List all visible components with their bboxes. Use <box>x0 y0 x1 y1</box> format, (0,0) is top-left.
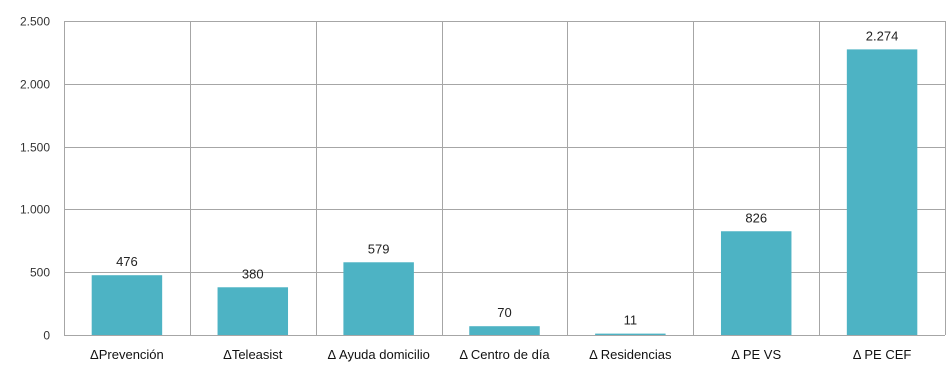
data-label: 70 <box>497 305 511 320</box>
y-tick-label: 1.000 <box>20 203 50 217</box>
labels: 0 500 1.000 1.500 2.000 2.500 476 ΔPrevención 38… <box>20 15 911 363</box>
bars <box>91 49 918 336</box>
bar <box>217 287 289 335</box>
grid <box>64 21 946 336</box>
y-tick-label: 500 <box>30 266 50 280</box>
bar <box>720 231 792 335</box>
bar <box>595 333 666 335</box>
data-label: 2.274 <box>866 28 899 43</box>
y-tick-label: 2.000 <box>20 78 50 92</box>
category-label: Δ Residencias <box>589 347 672 362</box>
category-label: Δ PE VS <box>731 347 781 362</box>
data-label: 380 <box>242 266 264 281</box>
category-label: Δ PE CEF <box>853 347 912 362</box>
y-tick-label: 2.500 <box>20 15 50 29</box>
category-label: ΔTeleasist <box>223 347 283 362</box>
bar <box>343 262 414 335</box>
data-label: 579 <box>368 241 390 256</box>
bar <box>91 275 163 335</box>
bar <box>846 49 918 336</box>
y-tick-label: 0 <box>43 329 50 343</box>
data-label: 11 <box>624 313 638 328</box>
bar <box>469 326 540 335</box>
category-label: ΔPrevención <box>90 347 164 362</box>
data-label: 476 <box>116 254 138 269</box>
y-tick-label: 1.500 <box>20 141 50 155</box>
category-label: Δ Centro de día <box>459 347 550 362</box>
data-label: 826 <box>745 210 767 225</box>
category-label: Δ Ayuda domicilio <box>327 347 429 362</box>
